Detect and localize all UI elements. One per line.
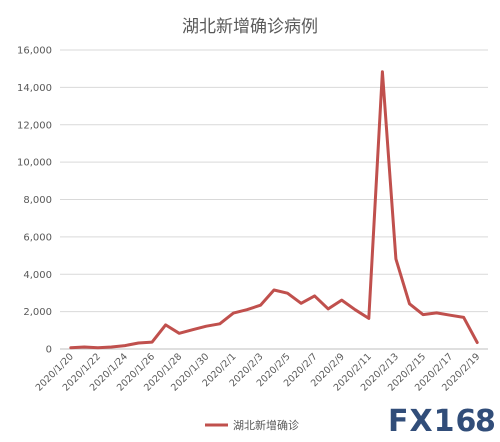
data-point bbox=[286, 291, 289, 295]
y-tick-label: 0 bbox=[46, 345, 52, 356]
y-tick-label: 4,000 bbox=[23, 270, 52, 281]
logo-text-main: FX16 bbox=[388, 404, 477, 439]
data-point bbox=[340, 298, 343, 302]
legend-label: 湖北新增确诊 bbox=[233, 418, 299, 432]
data-point bbox=[123, 344, 127, 347]
data-point bbox=[313, 294, 316, 298]
logo-text-tail: 8 bbox=[475, 404, 497, 439]
y-tick-label: 8,000 bbox=[23, 195, 52, 206]
y-tick-label: 14,000 bbox=[17, 83, 52, 94]
y-tick-label: 10,000 bbox=[17, 158, 52, 169]
data-point bbox=[408, 302, 411, 305]
series-layer bbox=[69, 70, 479, 350]
data-point bbox=[245, 308, 249, 311]
chart-title: 湖北新增确诊病例 bbox=[182, 17, 318, 37]
data-point bbox=[232, 311, 235, 315]
data-point bbox=[205, 325, 208, 328]
data-point bbox=[218, 322, 222, 326]
y-axis: 0 2,000 4,000 6,000 8,000 10,000 12,000 14,000 1… bbox=[17, 46, 52, 356]
gridlines bbox=[60, 49, 488, 350]
series-line bbox=[69, 70, 479, 350]
data-point bbox=[96, 346, 100, 349]
data-point bbox=[69, 346, 72, 349]
data-point bbox=[272, 288, 276, 292]
fx168-logo: FX16 8 bbox=[388, 404, 497, 439]
data-point bbox=[259, 303, 262, 307]
legend: 湖北新增确诊 bbox=[205, 418, 299, 432]
data-point bbox=[381, 70, 384, 73]
data-point bbox=[462, 316, 465, 319]
data-point bbox=[137, 341, 140, 345]
y-tick-label: 12,000 bbox=[17, 120, 52, 131]
data-point bbox=[150, 340, 154, 344]
data-point bbox=[164, 323, 167, 327]
data-point bbox=[177, 332, 181, 335]
data-point bbox=[448, 314, 452, 317]
data-point bbox=[110, 345, 113, 349]
data-point bbox=[394, 257, 398, 261]
x-axis: 2020/1/202020/1/222020/1/242020/1/262020… bbox=[34, 351, 483, 393]
data-point bbox=[435, 311, 438, 315]
data-point bbox=[191, 328, 194, 331]
data-point bbox=[83, 345, 86, 349]
y-tick-label: 2,000 bbox=[23, 307, 52, 318]
y-tick-label: 16,000 bbox=[17, 46, 52, 57]
y-tick-label: 6,000 bbox=[23, 232, 52, 243]
data-point bbox=[421, 313, 425, 316]
data-point bbox=[367, 317, 371, 320]
data-point bbox=[354, 308, 357, 312]
data-point bbox=[476, 341, 479, 344]
data-point bbox=[299, 302, 303, 305]
data-point bbox=[326, 307, 330, 311]
